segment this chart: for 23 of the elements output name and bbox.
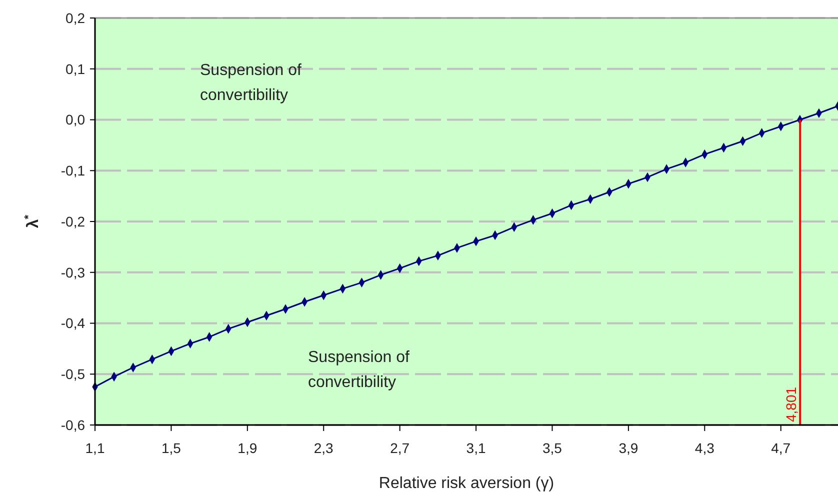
x-tick-label: 3,5 [542,440,562,456]
annotation: Suspension of convertibility [308,349,410,391]
x-tick-label: 1,9 [238,440,258,456]
y-tick-label: -0,4 [60,315,86,332]
x-tick-label: 3,1 [466,440,486,456]
y-tick-label: 0,0 [66,112,86,128]
ref-line-label: 4,801 [783,386,800,422]
y-tick-label: -0,5 [60,366,86,382]
y-tick-label: -0,1 [60,162,86,179]
x-tick-label: 2,7 [390,440,410,456]
y-tick-label: -0,3 [60,264,86,280]
x-tick-label: 4,7 [771,440,791,456]
y-tick-label: -0,6 [60,416,86,433]
x-tick-label: 3,9 [618,440,638,456]
y-tick-label: 0,2 [66,10,86,26]
x-axis-title: Relative risk aversion (γ) [378,475,554,492]
x-tick-label: 1,5 [161,440,182,456]
x-tick-label: 1,1 [85,440,105,456]
x-tick-label: 2,3 [314,440,334,456]
annotation: Suspension of convertibility [200,62,302,104]
y-tick-label: -0,2 [60,213,86,230]
y-tick-label: 0,1 [66,60,86,77]
x-tick-label: 4,3 [694,440,715,456]
